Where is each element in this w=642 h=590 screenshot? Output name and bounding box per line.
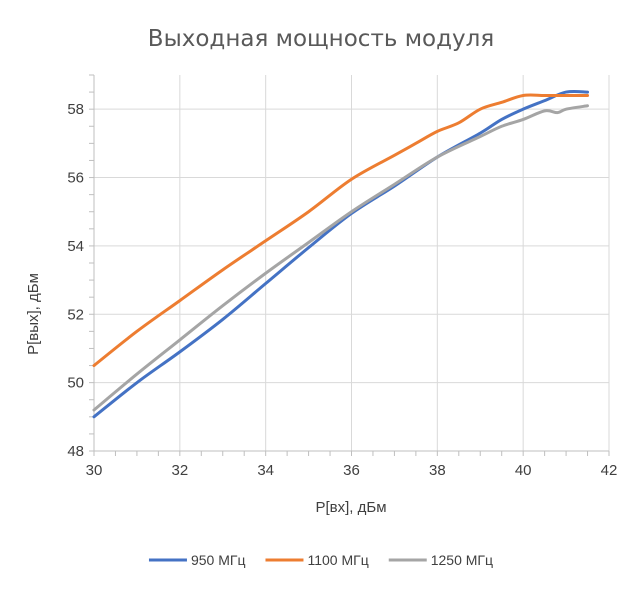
x-tick-label: 36 (343, 462, 360, 479)
y-tick-label: 52 (67, 306, 84, 323)
x-tick-label: 30 (86, 462, 103, 479)
series-line-3 (92, 104, 590, 412)
legend: 950 МГц 1100 МГц 1250 МГц (148, 552, 493, 568)
y-tick-label: 48 (67, 443, 84, 460)
x-tick-label: 34 (257, 462, 274, 479)
y-tick-label: 50 (67, 375, 84, 392)
y-tick-label: 56 (67, 170, 84, 187)
x-tick-label: 38 (429, 462, 446, 479)
x-axis-title: P[вх], дБм (315, 499, 386, 516)
y-tick-label: 58 (67, 101, 84, 118)
axes (89, 74, 610, 456)
tick-labels: 30 32 34 36 38 40 42 48 50 52 54 56 58 (67, 101, 617, 479)
y-tick-label: 54 (67, 238, 84, 255)
x-tick-label: 42 (601, 462, 618, 479)
chart-title: Выходная мощность модуля (148, 26, 494, 52)
x-tick-label: 40 (515, 462, 532, 479)
legend-label-2: 1100 МГц (307, 552, 368, 568)
y-axis-title: P[вых], дБм (25, 273, 42, 355)
plot-series (92, 89, 590, 419)
series-line-2 (92, 93, 590, 368)
legend-label-1: 950 МГц (191, 552, 246, 568)
x-tick-label: 32 (171, 462, 188, 479)
legend-label-3: 1250 МГц (431, 552, 493, 568)
series-line-1 (92, 89, 590, 419)
grid-lines (94, 75, 610, 451)
